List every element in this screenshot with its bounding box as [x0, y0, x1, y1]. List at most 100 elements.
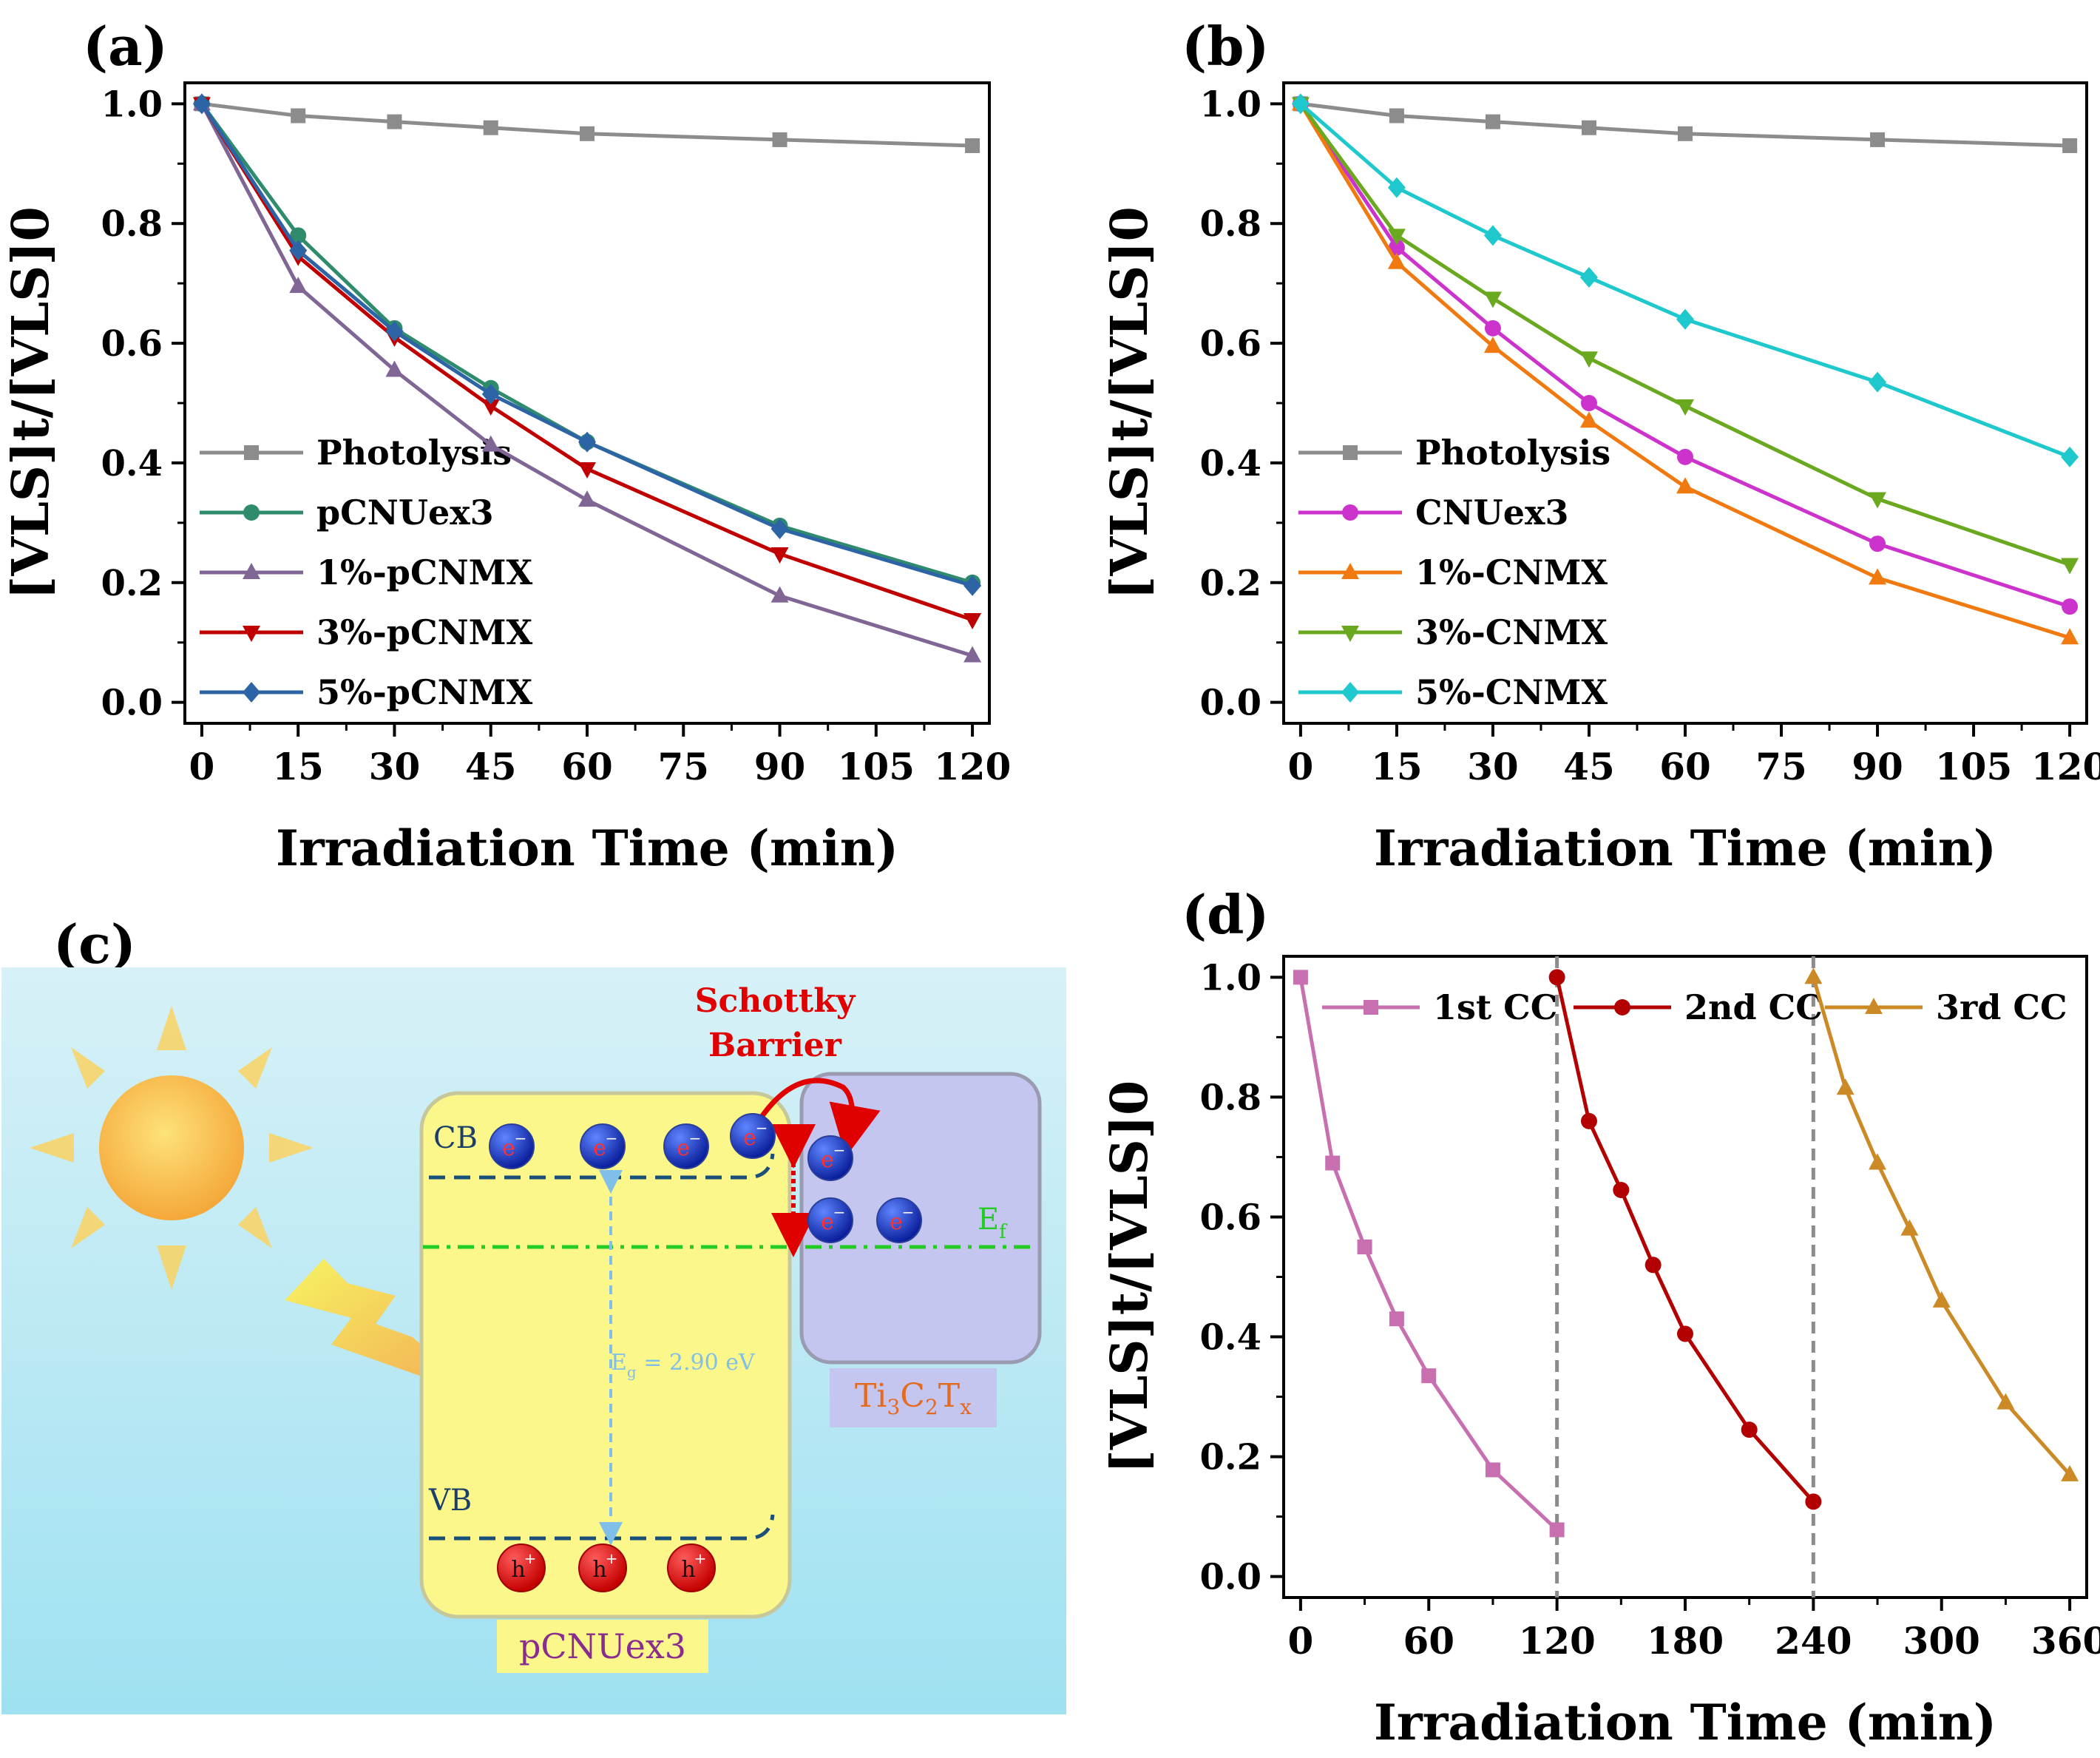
data-point: [1869, 535, 1886, 552]
data-point: [965, 138, 980, 153]
y-tick-label: 0.4: [1199, 1317, 1261, 1359]
x-tick-label: 30: [369, 745, 421, 788]
schottky-label-2: Barrier: [708, 1027, 842, 1064]
svg-text:+: +: [694, 1549, 707, 1567]
y-tick-label: 0.0: [101, 683, 163, 724]
legend-label: 5%-CNMX: [1415, 672, 1608, 712]
legend-marker: [243, 626, 260, 642]
data-point: [1805, 1493, 1822, 1510]
data-point: [192, 93, 211, 115]
data-point: [1485, 114, 1500, 129]
legend-label: 3%-CNMX: [1415, 612, 1608, 652]
svg-text:−: −: [515, 1129, 527, 1147]
data-point: [1741, 1421, 1758, 1438]
data-point: [1869, 1153, 1887, 1170]
data-point: [481, 435, 500, 452]
data-point: [1389, 1311, 1404, 1327]
legend-label: 3%-pCNMX: [316, 612, 533, 652]
data-point: [770, 586, 789, 603]
legend-marker: [243, 563, 260, 579]
data-point: [1869, 371, 1887, 393]
x-tick-label: 105: [1935, 745, 2012, 788]
plot-frame: [183, 81, 991, 725]
x-tick-label: 60: [1403, 1619, 1454, 1663]
y-tick-label: 0.6: [1199, 1197, 1261, 1238]
data-point: [481, 383, 500, 405]
data-point: [1836, 1078, 1855, 1095]
x-tick-label: 0: [1287, 1619, 1313, 1663]
y-tick-label: 0.2: [101, 563, 163, 604]
y-tick-label: 0.2: [1199, 563, 1261, 604]
data-point: [580, 126, 595, 141]
data-point: [481, 399, 500, 416]
series-line: [1811, 976, 2071, 1476]
data-point: [2061, 628, 2079, 645]
data-point: [1483, 337, 1502, 354]
y-tick-label: 0.8: [1199, 1077, 1261, 1118]
data-point: [1932, 1291, 1951, 1308]
data-point: [2062, 138, 2078, 153]
svg-text:e: e: [502, 1135, 515, 1161]
electron: e−: [580, 1123, 626, 1169]
x-tick-label: 120: [1518, 1619, 1595, 1663]
data-point: [1580, 1112, 1597, 1129]
svg-text:e: e: [593, 1135, 606, 1161]
x-tick-label: 30: [1467, 745, 1519, 788]
x-axis-label: Irradiation Time (min): [1374, 819, 1996, 877]
x-tick-label: 75: [657, 745, 709, 788]
mxene-label: Ti3C2Tx: [855, 1377, 972, 1419]
y-tick-label: 0.6: [1199, 323, 1261, 365]
data-point: [1357, 1239, 1372, 1254]
svg-text:+: +: [524, 1549, 537, 1567]
legend-marker: [1342, 504, 1358, 521]
legend-marker: [244, 445, 259, 460]
data-point: [1869, 492, 1887, 509]
data-point: [289, 240, 308, 261]
data-point: [1579, 411, 1598, 428]
data-point: [1579, 351, 1598, 368]
data-point: [1483, 291, 1502, 308]
data-point: [1678, 126, 1693, 141]
hole-group: h+ h+ h+: [497, 1544, 716, 1592]
data-point: [963, 612, 982, 629]
x-tick-label: 15: [272, 745, 324, 788]
y-tick-label: 1.0: [101, 84, 163, 125]
data-point: [1676, 477, 1694, 494]
data-point: [1485, 1462, 1500, 1478]
legend-marker: [1865, 998, 1883, 1014]
data-point: [578, 462, 596, 479]
data-point: [1388, 239, 1405, 256]
x-tick-label: 180: [1647, 1619, 1724, 1663]
electron: e−: [807, 1197, 853, 1243]
data-point: [1483, 225, 1502, 246]
svg-text:−: −: [689, 1129, 702, 1147]
legend-label: pCNUex3: [316, 493, 494, 533]
x-tick-label: 0: [1287, 745, 1313, 788]
x-tick-label: 120: [2031, 745, 2100, 788]
data-point: [1645, 1257, 1662, 1274]
y-tick-label: 0.0: [1199, 1557, 1261, 1598]
chart-a: 0 15 30 45 60 75 90 105 120 0.0 0.2 0.4 0.6 0.8 1.0 Irr…: [1, 81, 1011, 877]
data-point: [1580, 395, 1597, 411]
data-point: [1549, 1522, 1565, 1538]
data-point: [1804, 967, 1823, 984]
svg-text:h: h: [511, 1557, 525, 1583]
hole: h+: [578, 1544, 627, 1592]
electron: e−: [807, 1135, 853, 1181]
y-tick-label: 0.0: [1199, 683, 1261, 724]
svg-text:e: e: [743, 1125, 756, 1151]
y-tick-label: 0.6: [101, 323, 163, 365]
legend-marker: [1341, 626, 1359, 642]
bandgap-label: Eg = 2.90 eV: [611, 1350, 756, 1381]
data-point: [1484, 320, 1501, 337]
data-point: [1900, 1219, 1919, 1236]
panel-label-b: (b): [1182, 15, 1269, 78]
y-tick-label: 0.8: [101, 203, 163, 245]
svg-text:−: −: [902, 1203, 915, 1221]
x-tick-label: 120: [934, 745, 1011, 788]
vb-label: VB: [428, 1484, 472, 1518]
svg-text:e: e: [677, 1135, 690, 1161]
x-tick-label: 90: [1852, 745, 1903, 788]
x-tick-label: 0: [189, 745, 215, 788]
